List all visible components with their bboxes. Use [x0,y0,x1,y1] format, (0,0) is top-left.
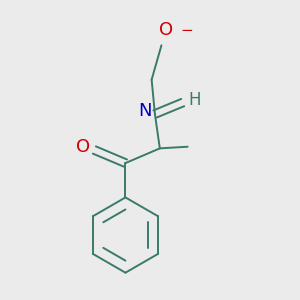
Text: −: − [180,23,193,38]
Text: N: N [138,102,152,120]
Text: O: O [76,138,91,156]
Text: H: H [189,91,201,109]
Text: O: O [159,21,173,39]
